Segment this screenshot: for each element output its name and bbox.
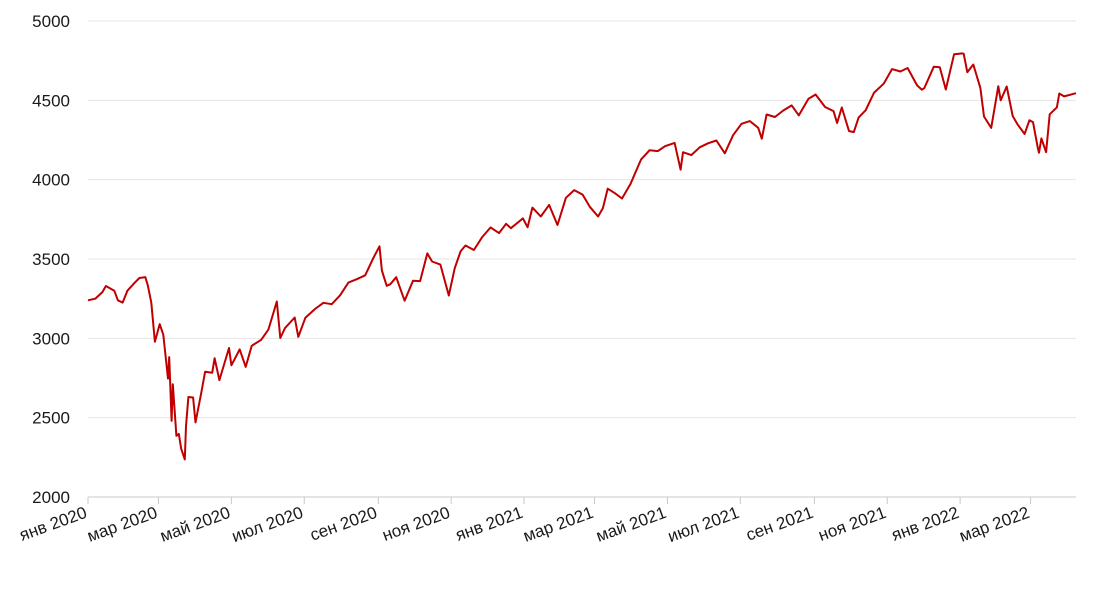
x-tick-label: янв 2021 <box>453 503 525 545</box>
y-tick-label: 3500 <box>32 250 70 269</box>
x-tick-label: янв 2020 <box>17 503 89 545</box>
series-layer <box>87 52 1077 461</box>
x-tick-label: ноя 2020 <box>380 503 453 545</box>
x-tick-label: мар 2022 <box>957 503 1032 546</box>
y-tick-label: 4000 <box>32 171 70 190</box>
x-tick-label: янв 2022 <box>889 503 961 545</box>
x-tick-label: мар 2021 <box>521 503 596 546</box>
x-tick-label: сен 2020 <box>308 503 380 545</box>
gridlines <box>88 20 1076 419</box>
y-tick-label: 2500 <box>32 409 70 428</box>
x-tick-label: сен 2021 <box>744 503 816 545</box>
x-tick-label: июл 2021 <box>665 503 741 546</box>
y-tick-label: 3000 <box>32 329 70 348</box>
y-axis: 2000 2500 3000 3500 4000 4500 5000 <box>32 12 70 507</box>
y-tick-label: 5000 <box>32 12 70 31</box>
series-line <box>87 52 1077 461</box>
x-tick-label: ноя 2021 <box>816 503 889 545</box>
x-tick-label: май 2020 <box>157 503 232 546</box>
y-tick-label: 4500 <box>32 91 70 110</box>
y-tick-label: 2000 <box>32 488 70 507</box>
x-tick-label: июл 2020 <box>229 503 305 546</box>
x-tick-label: май 2021 <box>594 503 669 546</box>
x-tick-label: мар 2020 <box>85 503 160 546</box>
